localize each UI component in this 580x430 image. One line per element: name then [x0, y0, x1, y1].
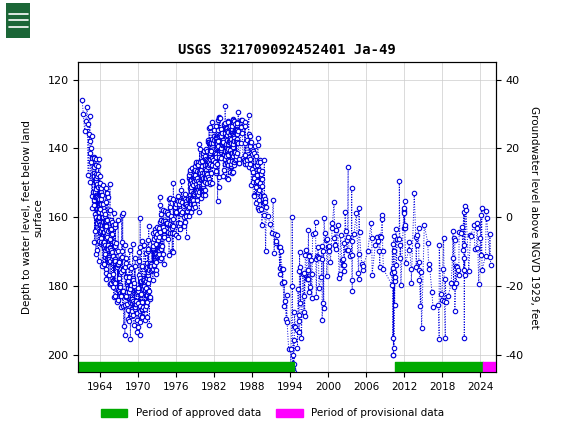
Text: USGS: USGS [34, 13, 81, 28]
Legend: Period of approved data, Period of provisional data: Period of approved data, Period of provi… [97, 404, 448, 423]
Y-axis label: Groundwater level above NGVD 1929, feet: Groundwater level above NGVD 1929, feet [530, 106, 539, 329]
Bar [6, 3, 30, 37]
Y-axis label: Depth to water level, feet below land
surface: Depth to water level, feet below land su… [21, 120, 44, 314]
Bar [6, 3, 75, 37]
Title: USGS 321709092452401 Ja-49: USGS 321709092452401 Ja-49 [178, 43, 396, 57]
